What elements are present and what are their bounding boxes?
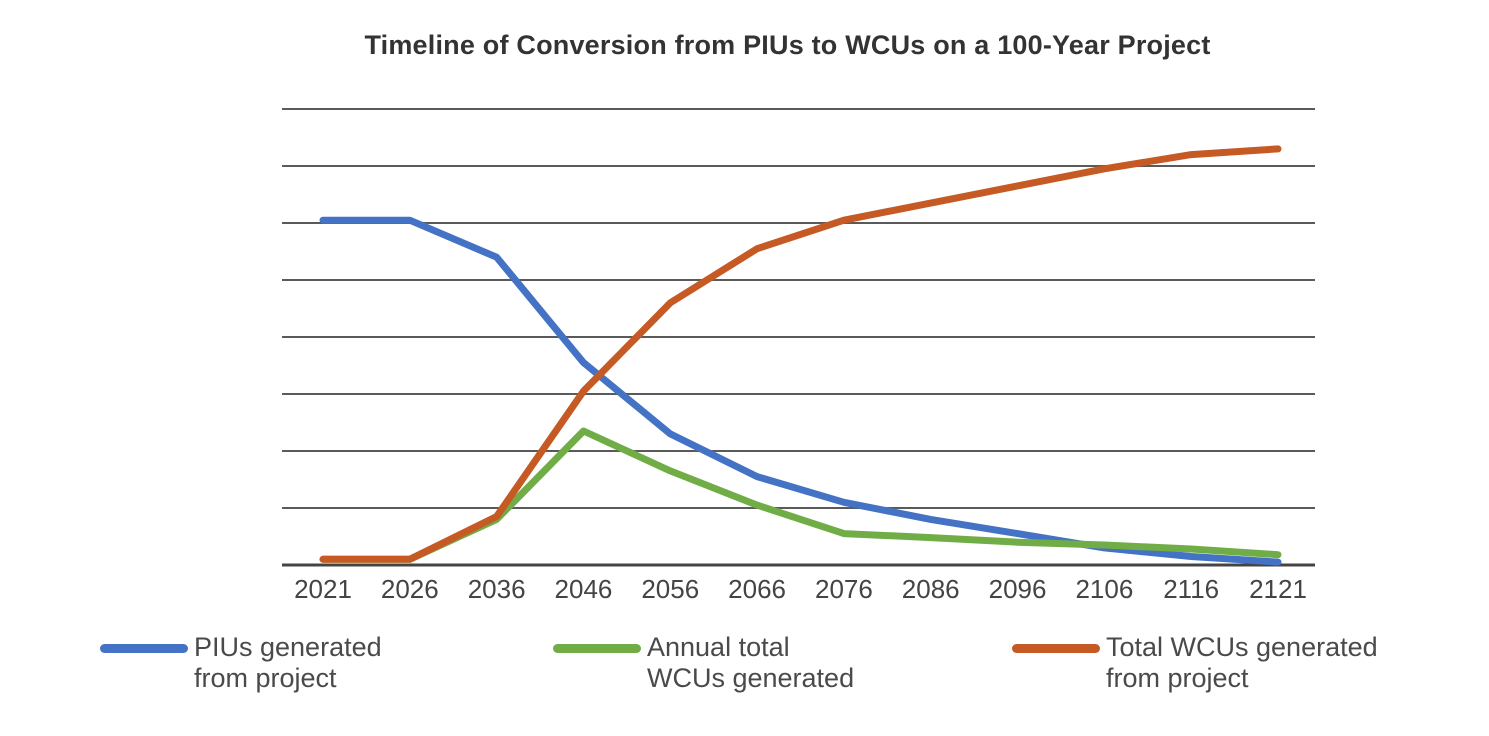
legend-label-pius-line1: PIUs generated bbox=[194, 632, 382, 662]
legend-label-pius-line2: from project bbox=[194, 663, 337, 693]
legend-label-annual-wcus-line1: Annual total bbox=[647, 632, 790, 662]
chart-title: Timeline of Conversion from PIUs to WCUs… bbox=[364, 30, 1211, 60]
x-tick-label-2026: 2026 bbox=[381, 574, 439, 604]
x-tick-label-2021: 2021 bbox=[294, 574, 352, 604]
series-lines bbox=[319, 145, 1282, 566]
x-tick-label-2116: 2116 bbox=[1163, 574, 1219, 604]
x-tick-label-2066: 2066 bbox=[728, 574, 786, 604]
legend-item-annual-wcus: Annual total WCUs generated bbox=[553, 632, 967, 694]
legend-label-annual-wcus: Annual total WCUs generated bbox=[647, 632, 967, 694]
legend-label-total-wcus: Total WCUs generated from project bbox=[1106, 632, 1426, 694]
x-tick-label-2056: 2056 bbox=[641, 574, 699, 604]
legend-item-pius: PIUs generated from project bbox=[100, 632, 514, 694]
gridlines bbox=[282, 108, 1315, 567]
x-axis-tick-labels: 2021 2026 2036 2046 2056 2066 2076 2086 2096 2106… bbox=[294, 574, 1307, 604]
legend-item-total-wcus: Total WCUs generated from project bbox=[1012, 632, 1426, 694]
x-tick-label-2106: 2106 bbox=[1075, 574, 1133, 604]
x-tick-label-2121: 2121 bbox=[1249, 574, 1307, 604]
legend-swatch-annual-wcus bbox=[553, 644, 641, 653]
legend-label-annual-wcus-line2: WCUs generated bbox=[647, 663, 855, 693]
x-tick-label-2096: 2096 bbox=[989, 574, 1047, 604]
x-tick-label-2036: 2036 bbox=[468, 574, 526, 604]
legend-label-pius: PIUs generated from project bbox=[194, 632, 514, 694]
legend-swatch-pius bbox=[100, 644, 188, 653]
x-tick-label-2046: 2046 bbox=[555, 574, 613, 604]
legend-swatch-total-wcus bbox=[1012, 644, 1100, 653]
legend-label-total-wcus-line1: Total WCUs generated bbox=[1106, 632, 1378, 662]
x-tick-label-2086: 2086 bbox=[902, 574, 960, 604]
legend-label-total-wcus-line2: from project bbox=[1106, 663, 1249, 693]
series-line-total-wcus bbox=[319, 145, 1282, 563]
series-line-pius bbox=[319, 216, 1282, 566]
x-tick-label-2076: 2076 bbox=[815, 574, 873, 604]
